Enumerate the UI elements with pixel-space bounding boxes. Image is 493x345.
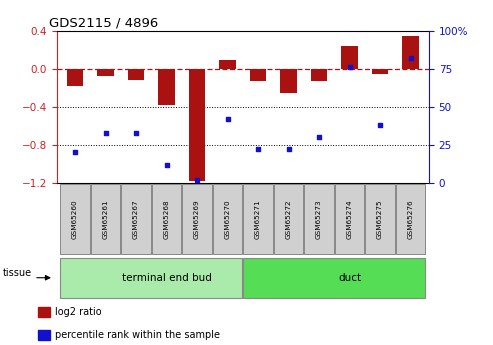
- FancyBboxPatch shape: [152, 184, 181, 254]
- Bar: [97, 69, 114, 76]
- Point: [71, 150, 79, 155]
- FancyBboxPatch shape: [335, 184, 364, 254]
- Bar: [372, 69, 388, 74]
- Point: [376, 122, 384, 128]
- FancyBboxPatch shape: [365, 184, 395, 254]
- Text: GSM65276: GSM65276: [408, 199, 414, 239]
- FancyBboxPatch shape: [60, 184, 90, 254]
- Bar: [341, 46, 358, 69]
- FancyBboxPatch shape: [274, 184, 303, 254]
- Text: GSM65275: GSM65275: [377, 199, 383, 239]
- FancyBboxPatch shape: [182, 184, 211, 254]
- Text: GSM65271: GSM65271: [255, 199, 261, 239]
- Text: GSM65268: GSM65268: [164, 199, 170, 239]
- Point: [193, 177, 201, 183]
- Text: log2 ratio: log2 ratio: [55, 307, 102, 317]
- Bar: [189, 69, 206, 181]
- Text: GSM65274: GSM65274: [347, 199, 352, 239]
- Text: percentile rank within the sample: percentile rank within the sample: [55, 330, 220, 340]
- Text: GSM65270: GSM65270: [224, 199, 231, 239]
- Bar: [311, 69, 327, 81]
- Text: GSM65269: GSM65269: [194, 199, 200, 239]
- Bar: [249, 69, 266, 81]
- FancyBboxPatch shape: [91, 184, 120, 254]
- Text: GDS2115 / 4896: GDS2115 / 4896: [49, 17, 159, 30]
- Point: [132, 130, 140, 136]
- Text: GSM65260: GSM65260: [72, 199, 78, 239]
- Point: [254, 147, 262, 152]
- Text: GSM65272: GSM65272: [285, 199, 291, 239]
- Bar: [67, 69, 83, 86]
- Bar: [38, 307, 50, 317]
- Point: [315, 135, 323, 140]
- Bar: [128, 69, 144, 80]
- FancyBboxPatch shape: [396, 184, 425, 254]
- Text: GSM65261: GSM65261: [103, 199, 108, 239]
- Bar: [402, 36, 419, 69]
- Text: tissue: tissue: [3, 268, 32, 278]
- Point: [346, 65, 353, 70]
- Text: GSM65267: GSM65267: [133, 199, 139, 239]
- Point: [163, 162, 171, 167]
- Bar: [219, 59, 236, 69]
- FancyBboxPatch shape: [121, 184, 151, 254]
- Point: [284, 147, 292, 152]
- Point: [224, 116, 232, 122]
- Text: duct: duct: [338, 273, 361, 283]
- FancyBboxPatch shape: [244, 184, 273, 254]
- FancyBboxPatch shape: [305, 184, 334, 254]
- FancyBboxPatch shape: [244, 258, 425, 298]
- Bar: [38, 330, 50, 339]
- Text: GSM65273: GSM65273: [316, 199, 322, 239]
- FancyBboxPatch shape: [60, 258, 242, 298]
- Bar: [158, 69, 175, 105]
- Text: terminal end bud: terminal end bud: [122, 273, 211, 283]
- Point: [407, 56, 415, 61]
- Point: [102, 130, 109, 136]
- FancyBboxPatch shape: [213, 184, 242, 254]
- Bar: [280, 69, 297, 93]
